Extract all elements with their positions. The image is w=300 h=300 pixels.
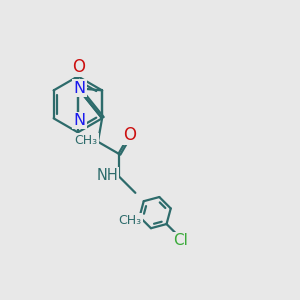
Text: Cl: Cl xyxy=(173,233,188,248)
Text: NH: NH xyxy=(97,168,118,183)
Text: CH₃: CH₃ xyxy=(119,214,142,227)
Text: N: N xyxy=(73,81,86,96)
Text: O: O xyxy=(124,126,136,144)
Text: N: N xyxy=(73,113,86,128)
Text: O: O xyxy=(72,58,85,76)
Text: CH₃: CH₃ xyxy=(74,134,98,147)
